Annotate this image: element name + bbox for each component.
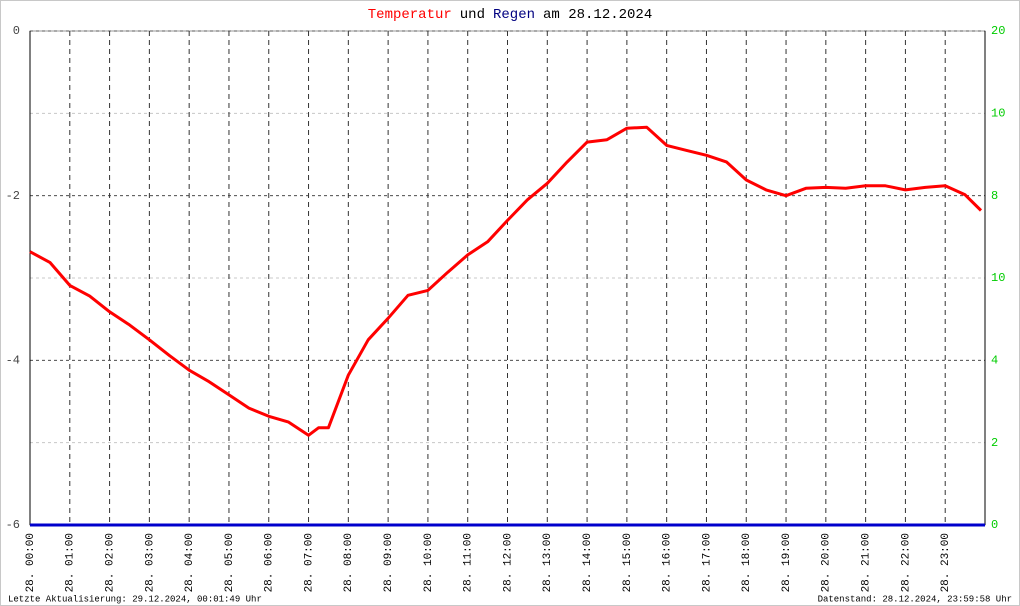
title-part: Regen — [493, 7, 535, 23]
x-tick-label: 28. 07:00 — [303, 533, 315, 592]
y2-tick-label: 0 — [991, 518, 998, 532]
y2-tick-label: 2 — [991, 436, 998, 450]
x-tick-label: 28. 01:00 — [65, 533, 77, 592]
x-tick-label: 28. 17:00 — [701, 533, 713, 592]
title-part: und — [460, 7, 485, 23]
y2-tick-label: 4 — [991, 354, 998, 368]
x-tick-label: 28. 22:00 — [900, 533, 912, 592]
title-part: am 28.12.2024 — [543, 7, 652, 23]
y2-tick-label: 8 — [991, 189, 998, 203]
x-tick-label: 28. 18:00 — [741, 533, 753, 592]
x-tick-label: 28. 05:00 — [224, 533, 236, 592]
chart-title: Temperatur und Regen am 28.12.2024 — [368, 7, 652, 23]
x-tick-label: 28. 10:00 — [423, 533, 435, 592]
x-tick-label: 28. 12:00 — [502, 533, 514, 592]
y-tick-label: 0 — [13, 24, 20, 38]
x-tick-label: 28. 13:00 — [542, 533, 554, 592]
y2-tick-label: 10 — [991, 107, 1005, 121]
y2-tick-label: 10 — [991, 271, 1005, 285]
y-tick-label: -4 — [6, 354, 20, 368]
x-tick-label: 28. 03:00 — [144, 533, 156, 592]
x-tick-label: 28. 19:00 — [781, 533, 793, 592]
y2-tick-label: 20 — [991, 24, 1005, 38]
x-tick-label: 28. 09:00 — [383, 533, 395, 592]
x-tick-label: 28. 23:00 — [940, 533, 952, 592]
x-tick-label: 28. 02:00 — [104, 533, 116, 592]
x-tick-label: 28. 08:00 — [343, 533, 355, 592]
x-tick-label: 28. 11:00 — [463, 533, 475, 592]
x-tick-label: 28. 00:00 — [25, 533, 37, 592]
y-tick-label: -2 — [6, 189, 20, 203]
series-line — [29, 125, 983, 437]
footer-right: Datenstand: 28.12.2024, 23:59:58 Uhr — [818, 594, 1012, 604]
x-tick-label: 28. 06:00 — [264, 533, 276, 592]
x-tick-label: 28. 04:00 — [184, 533, 196, 592]
y-tick-label: -6 — [6, 518, 20, 532]
title-part: Temperatur — [368, 7, 452, 23]
x-tick-label: 28. 21:00 — [861, 533, 873, 592]
x-tick-label: 28. 14:00 — [582, 533, 594, 592]
x-tick-label: 28. 16:00 — [662, 533, 674, 592]
footer-left: Letzte Aktualisierung: 29.12.2024, 00:01… — [8, 594, 262, 604]
x-tick-label: 28. 20:00 — [821, 533, 833, 592]
x-tick-label: 28. 15:00 — [622, 533, 634, 592]
